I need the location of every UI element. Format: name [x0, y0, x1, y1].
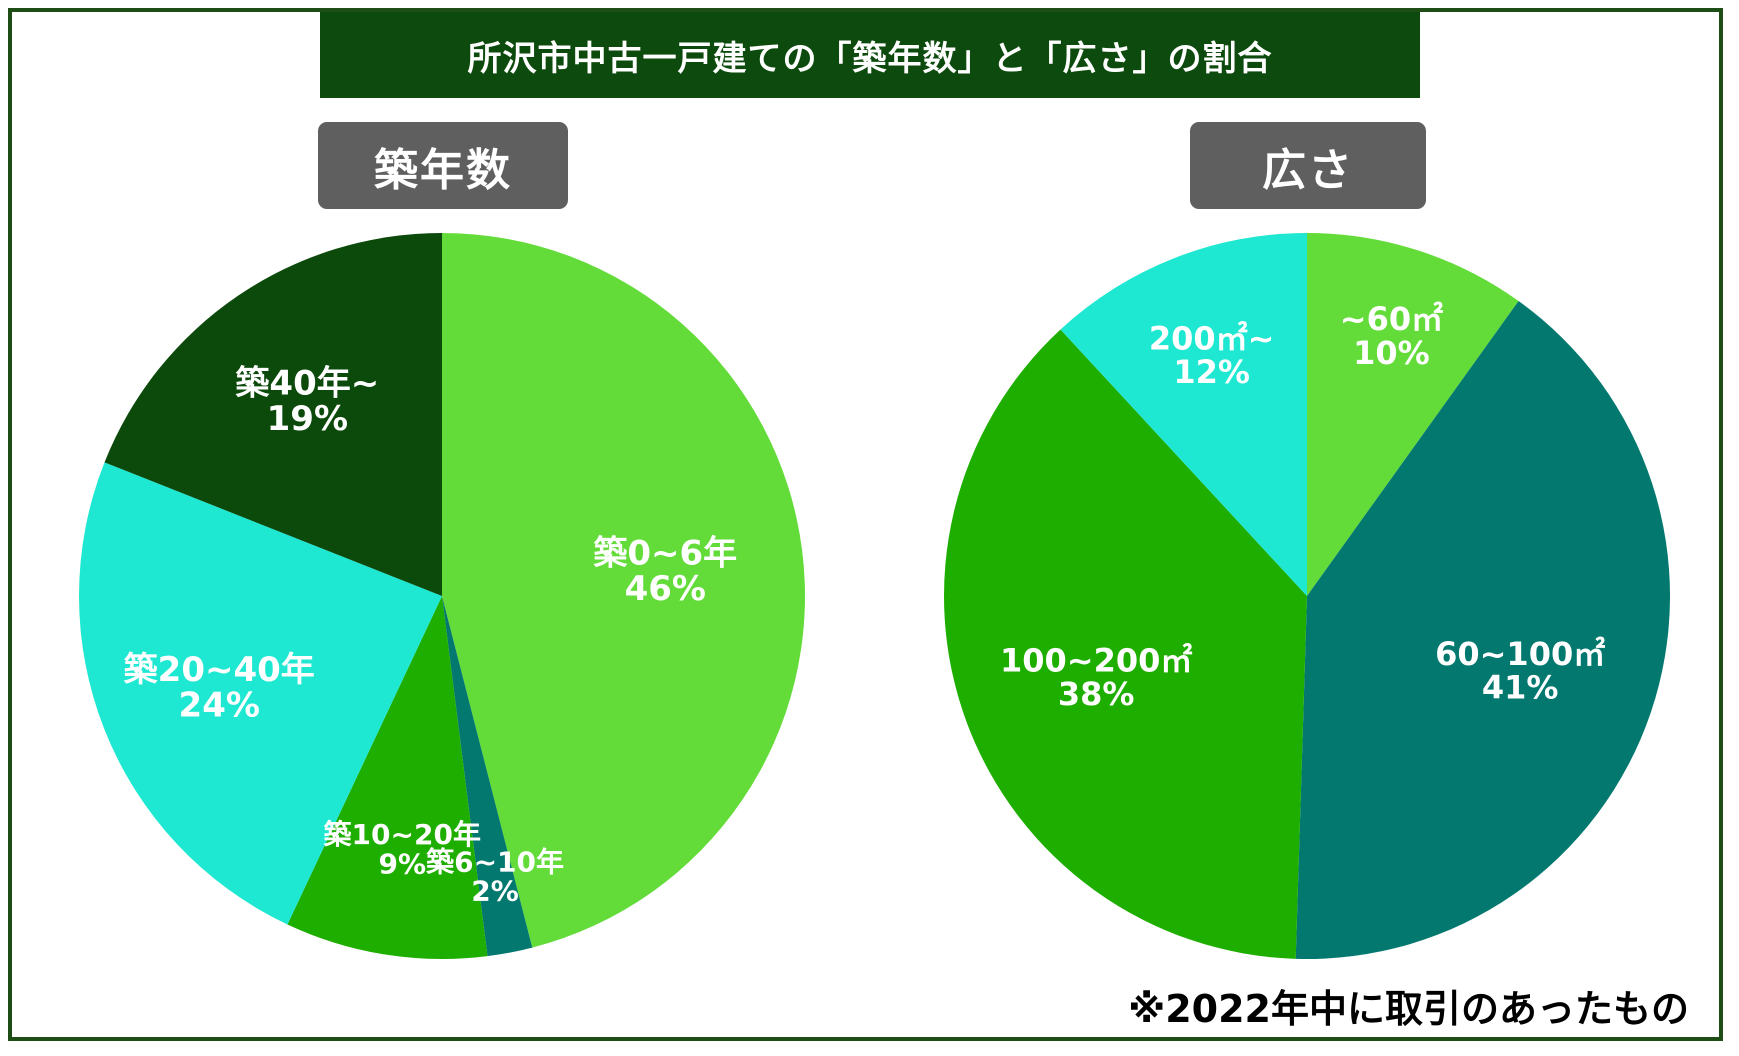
area-slice-value-1: 41% [1482, 669, 1559, 707]
age-slice-label-4: 築40年~ [234, 363, 379, 403]
area-slice-label-0: ~60㎡ [1340, 300, 1443, 338]
age-slice-0 [442, 233, 805, 948]
area-slice-label-2: 100~200㎡ [1000, 642, 1192, 680]
area-slice-value-0: 10% [1353, 334, 1430, 372]
area-slice-label-1: 60~100㎡ [1435, 635, 1605, 673]
age-slice-value-3: 24% [179, 685, 260, 725]
footnote: ※2022年中に取引のあったもの [1128, 987, 1689, 1031]
age-chart-title: 築年数 [318, 122, 568, 209]
area-slice-2 [944, 329, 1307, 959]
age-slice-value-1: 2% [471, 875, 519, 908]
area-slice-value-2: 38% [1058, 675, 1135, 713]
age-slice-label-3: 築20~40年 [123, 650, 315, 690]
age-slice-label-0: 築0~6年 [592, 533, 737, 573]
age-slice-2 [287, 596, 488, 959]
area-slice-1 [1295, 301, 1671, 959]
area-slice-3 [1060, 233, 1307, 596]
age-slice-label-2: 築10~20年 [323, 818, 481, 851]
age-slice-3 [79, 462, 442, 925]
main-title: 所沢市中古一戸建ての「築年数」と「広さ」の割合 [320, 12, 1420, 98]
age-slice-value-2: 9% [378, 848, 426, 881]
age-slice-1 [442, 596, 533, 957]
area-slice-label-3: 200㎡~ [1149, 319, 1275, 357]
area-slice-value-3: 12% [1173, 353, 1250, 391]
age-slice-value-0: 46% [625, 569, 706, 609]
area-chart-title: 広さ [1190, 122, 1426, 209]
age-slice-label-1: 築6~10年 [425, 845, 564, 878]
age-slice-value-4: 19% [267, 399, 348, 439]
age-slice-4 [104, 233, 442, 596]
area-slice-0 [1307, 233, 1519, 596]
